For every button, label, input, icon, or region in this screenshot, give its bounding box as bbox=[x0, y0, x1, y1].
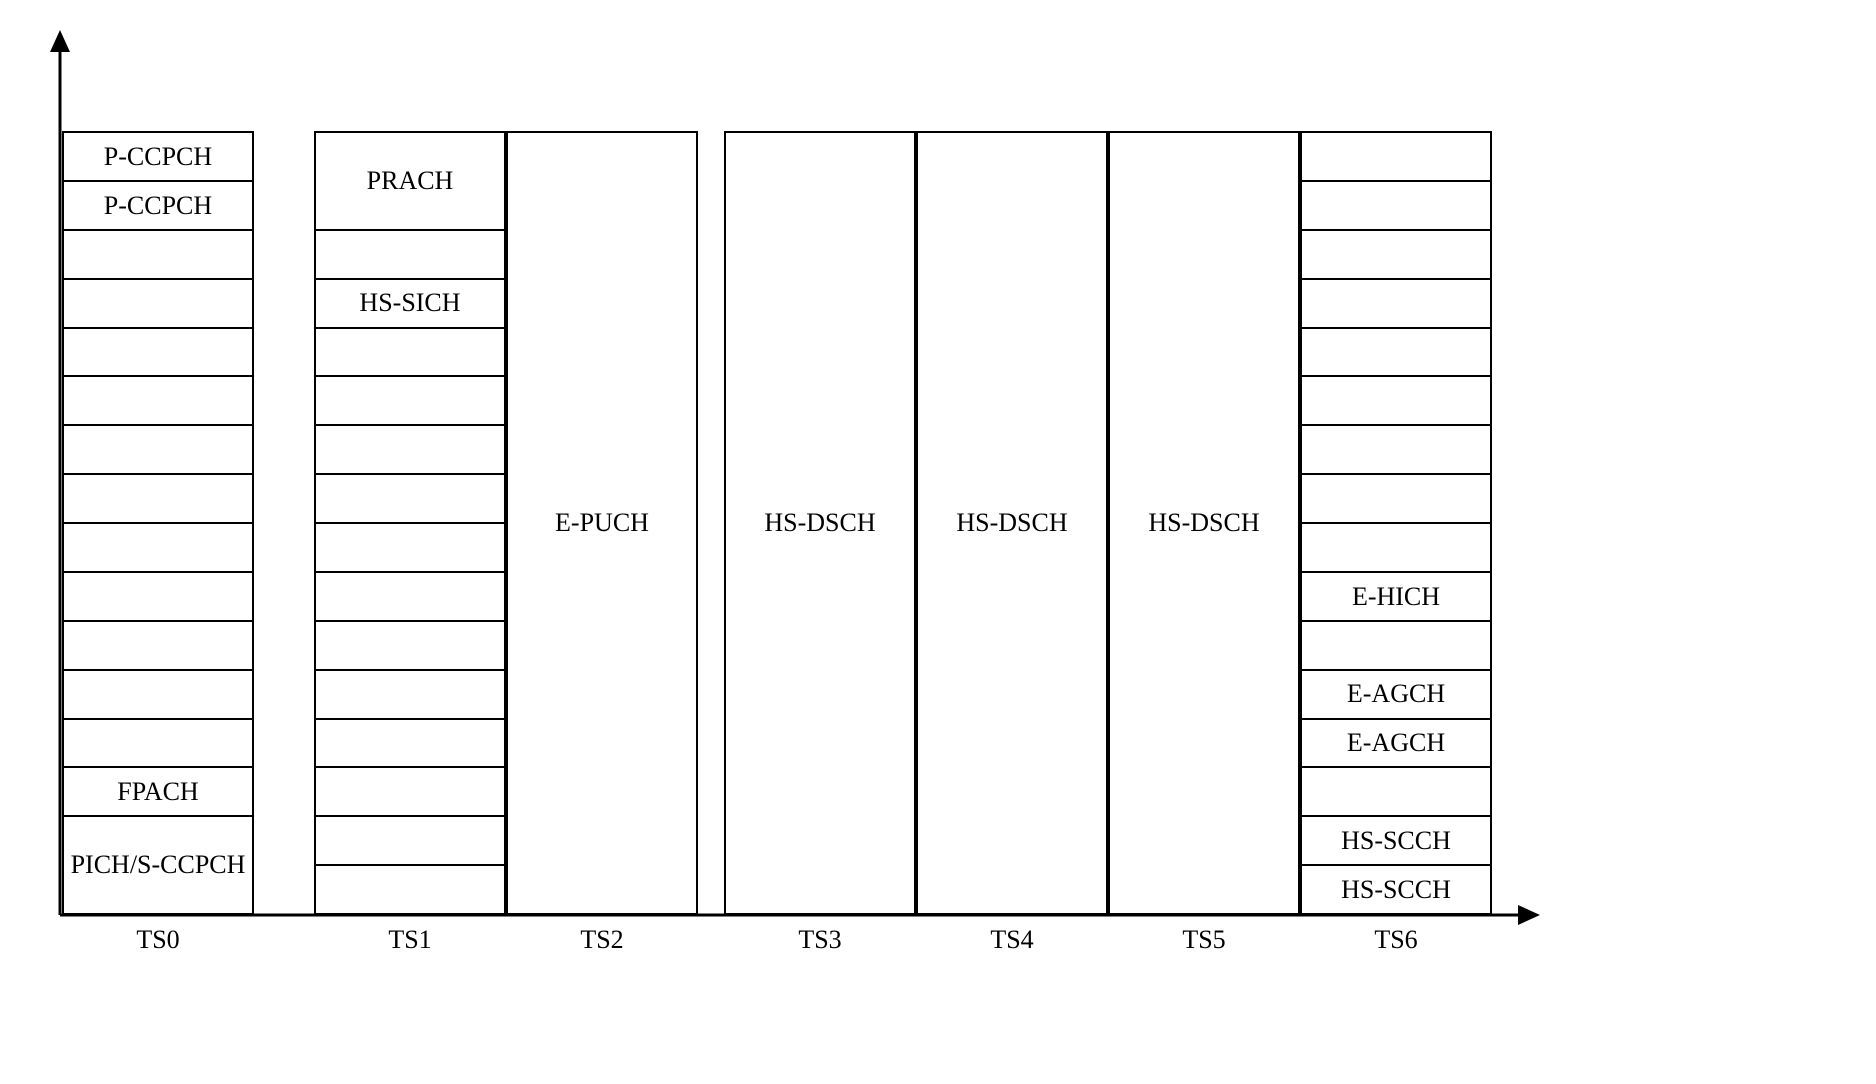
channel-cell-e-hich: E-HICH bbox=[1302, 573, 1490, 622]
timeslot-column-ts2: E-PUCH bbox=[506, 131, 698, 915]
timeslot-column-ts5: HS-DSCH bbox=[1108, 131, 1300, 915]
empty-cell bbox=[64, 573, 252, 622]
timeslot-column-ts0: P-CCPCHP-CCPCH FPACHPICH/S-CCPCH bbox=[62, 131, 254, 915]
x-label-ts4: TS4 bbox=[916, 925, 1108, 955]
channel-cell-fpach: FPACH bbox=[64, 768, 252, 817]
empty-cell bbox=[316, 866, 504, 915]
channel-cell-prach: PRACH bbox=[316, 133, 504, 231]
empty-cell bbox=[316, 329, 504, 378]
empty-cell bbox=[1302, 426, 1490, 475]
empty-cell bbox=[1302, 133, 1490, 182]
x-label-ts3: TS3 bbox=[724, 925, 916, 955]
channel-cell-e-agch: E-AGCH bbox=[1302, 720, 1490, 769]
empty-cell bbox=[316, 768, 504, 817]
empty-cell bbox=[1302, 524, 1490, 573]
timeslot-channel-diagram: P-CCPCHP-CCPCH FPACHPICH/S-CCPCH PRACH HS-S… bbox=[30, 30, 1540, 985]
empty-cell bbox=[64, 377, 252, 426]
timeslot-column-ts1: PRACH HS-SICH bbox=[314, 131, 506, 915]
empty-cell bbox=[1302, 768, 1490, 817]
empty-cell bbox=[316, 817, 504, 866]
channel-cell-pich-s-ccpch: PICH/S-CCPCH bbox=[64, 817, 252, 915]
empty-cell bbox=[316, 573, 504, 622]
empty-cell bbox=[316, 475, 504, 524]
timeslot-column-ts3: HS-DSCH bbox=[724, 131, 916, 915]
empty-cell bbox=[316, 377, 504, 426]
empty-cell bbox=[1302, 377, 1490, 426]
x-label-ts0: TS0 bbox=[62, 925, 254, 955]
channel-cell-hs-sich: HS-SICH bbox=[316, 280, 504, 329]
empty-cell bbox=[316, 426, 504, 475]
timeslot-column-ts6: E-HICH E-AGCHE-AGCH HS-SCCHHS-SCCH bbox=[1300, 131, 1492, 915]
empty-cell bbox=[64, 231, 252, 280]
empty-cell bbox=[1302, 280, 1490, 329]
channel-cell-e-agch: E-AGCH bbox=[1302, 671, 1490, 720]
empty-cell bbox=[316, 524, 504, 573]
channel-cell-hs-scch: HS-SCCH bbox=[1302, 866, 1490, 915]
empty-cell bbox=[1302, 231, 1490, 280]
x-label-ts6: TS6 bbox=[1300, 925, 1492, 955]
empty-cell bbox=[64, 524, 252, 573]
empty-cell bbox=[316, 671, 504, 720]
timeslot-column-ts4: HS-DSCH bbox=[916, 131, 1108, 915]
x-label-ts5: TS5 bbox=[1108, 925, 1300, 955]
x-label-ts2: TS2 bbox=[506, 925, 698, 955]
empty-cell bbox=[1302, 182, 1490, 231]
empty-cell bbox=[64, 671, 252, 720]
empty-cell bbox=[1302, 329, 1490, 378]
empty-cell bbox=[1302, 622, 1490, 671]
empty-cell bbox=[64, 622, 252, 671]
empty-cell bbox=[64, 475, 252, 524]
channel-cell-p-ccpch: P-CCPCH bbox=[64, 133, 252, 182]
channel-cell-p-ccpch: P-CCPCH bbox=[64, 182, 252, 231]
x-label-ts1: TS1 bbox=[314, 925, 506, 955]
empty-cell bbox=[316, 720, 504, 769]
empty-cell bbox=[64, 426, 252, 475]
empty-cell bbox=[316, 231, 504, 280]
empty-cell bbox=[64, 280, 252, 329]
empty-cell bbox=[1302, 475, 1490, 524]
empty-cell bbox=[64, 329, 252, 378]
channel-cell-hs-scch: HS-SCCH bbox=[1302, 817, 1490, 866]
empty-cell bbox=[316, 622, 504, 671]
empty-cell bbox=[64, 720, 252, 769]
